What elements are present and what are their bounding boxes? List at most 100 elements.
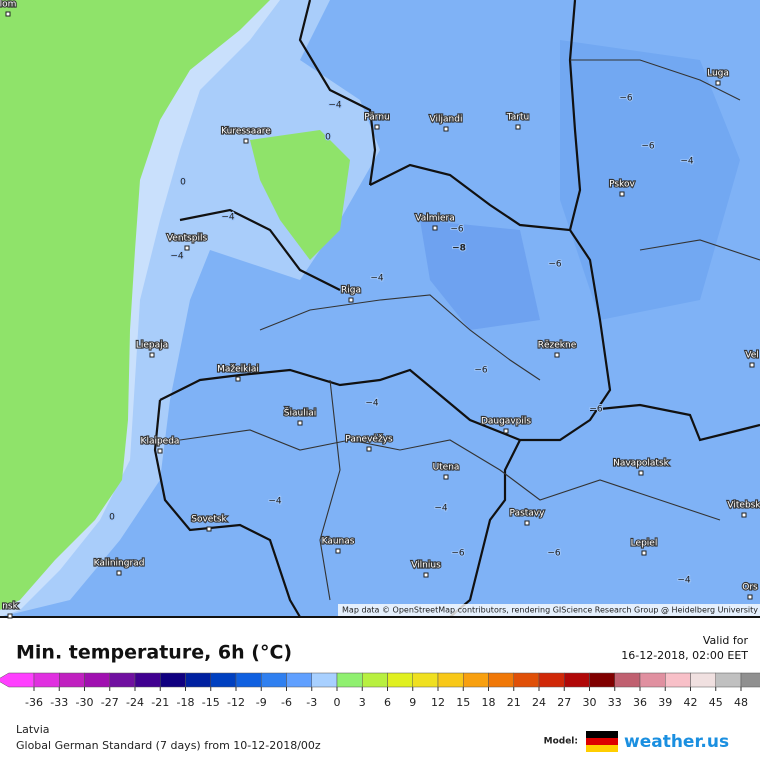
legend-title: Min. temperature, 6h (°C) bbox=[16, 642, 292, 664]
contour-label: −6 bbox=[450, 225, 464, 235]
contour-label: −6 bbox=[547, 549, 561, 559]
city-label: Pskov bbox=[609, 180, 635, 190]
flag bbox=[586, 731, 618, 738]
tick-label: 39 bbox=[658, 696, 672, 709]
city-label: lom bbox=[0, 0, 16, 10]
city-label: Sovetsk bbox=[191, 515, 227, 525]
model-label: Model: bbox=[544, 737, 578, 747]
tick-label: -12 bbox=[227, 696, 245, 709]
city-marker bbox=[443, 474, 449, 480]
color-box bbox=[665, 672, 691, 688]
tick-label: -24 bbox=[126, 696, 144, 709]
color-box bbox=[336, 672, 363, 688]
contour-label: −4 bbox=[370, 274, 384, 284]
color-box bbox=[690, 672, 716, 688]
color-box bbox=[286, 672, 312, 688]
tick-label: 36 bbox=[633, 696, 647, 709]
tick-label: 12 bbox=[431, 696, 445, 709]
color-box bbox=[0, 672, 35, 688]
city-label: Mažeikiai bbox=[217, 365, 259, 375]
border bbox=[568, 0, 582, 231]
city-marker bbox=[5, 11, 11, 17]
city-label: Liepaja bbox=[136, 341, 168, 351]
city-marker bbox=[184, 245, 190, 251]
city-marker bbox=[515, 124, 521, 130]
city-marker bbox=[297, 420, 303, 426]
city-marker bbox=[7, 613, 13, 619]
admin-line bbox=[259, 294, 541, 381]
color-bar: -36 -33 -30 -27 -24 -21 -18 -15 -12 -9 -6 -3 0 3 6 9 12 1… bbox=[0, 672, 760, 709]
tick-label: -6 bbox=[281, 696, 292, 709]
city-marker bbox=[715, 80, 721, 86]
city-label: Valmiera bbox=[415, 214, 455, 224]
tick-label: -33 bbox=[50, 696, 68, 709]
contour-label: −4 bbox=[221, 213, 235, 223]
city-label: Šiauliai bbox=[284, 407, 316, 419]
tick-label: 48 bbox=[734, 696, 748, 709]
city-label: Viljandi bbox=[430, 115, 463, 125]
city-label: Pärnu bbox=[364, 113, 390, 123]
city-marker bbox=[503, 428, 509, 434]
attribution-box bbox=[338, 604, 760, 616]
color-box bbox=[488, 672, 514, 688]
contour-label: −6 bbox=[589, 405, 603, 415]
city-label: Rēzekne bbox=[538, 341, 577, 351]
tick-label: 24 bbox=[532, 696, 546, 709]
attribution: Map data © OpenStreetMap contributors, r… bbox=[342, 606, 758, 615]
color-box bbox=[589, 672, 615, 688]
tick-label: -3 bbox=[306, 696, 317, 709]
coast bbox=[179, 208, 341, 291]
tick-label: 18 bbox=[482, 696, 496, 709]
city-marker bbox=[443, 126, 449, 132]
tick-label: -15 bbox=[202, 696, 220, 709]
city-label: Pastavy bbox=[510, 509, 546, 519]
city-label: Utena bbox=[433, 463, 460, 473]
color-box bbox=[437, 672, 464, 688]
city-label: Klaipeda bbox=[141, 437, 180, 447]
city-marker bbox=[749, 362, 755, 368]
cold-area bbox=[420, 220, 540, 330]
city-marker bbox=[235, 376, 241, 382]
city-marker bbox=[619, 191, 625, 197]
tick-label: -30 bbox=[76, 696, 94, 709]
contour-label: 0 bbox=[109, 513, 115, 523]
city-label: Kaunas bbox=[322, 537, 355, 547]
contour-label: −4 bbox=[434, 504, 448, 514]
city-marker bbox=[374, 124, 380, 130]
contour-label: 0 bbox=[180, 178, 186, 188]
color-box bbox=[564, 672, 590, 688]
color-box bbox=[639, 672, 666, 688]
color-box bbox=[109, 672, 136, 688]
city-marker bbox=[243, 138, 249, 144]
tick-label: 15 bbox=[456, 696, 470, 709]
border bbox=[159, 163, 612, 442]
color-box bbox=[33, 672, 60, 688]
city-label: Panevėžys bbox=[345, 435, 393, 445]
model-run: Global German Standard (7 days) from 10-… bbox=[16, 739, 321, 752]
color-box bbox=[538, 672, 565, 688]
flag bbox=[586, 745, 618, 752]
city-label: Daugavpils bbox=[481, 417, 531, 427]
city-marker bbox=[116, 570, 122, 576]
color-box bbox=[160, 672, 186, 688]
border bbox=[589, 403, 760, 442]
tick-label: -9 bbox=[256, 696, 267, 709]
tick-label: 0 bbox=[334, 696, 341, 709]
contour-label: −4 bbox=[365, 399, 379, 409]
coast bbox=[298, 0, 377, 186]
tick-label: -21 bbox=[151, 696, 169, 709]
valid-label: Valid for bbox=[703, 634, 749, 647]
city-marker bbox=[149, 352, 155, 358]
tick-label: 33 bbox=[608, 696, 622, 709]
tick-label: -27 bbox=[101, 696, 119, 709]
contour-label: −4 bbox=[170, 252, 184, 262]
city-marker bbox=[432, 225, 438, 231]
brand[interactable]: weather.us bbox=[624, 732, 729, 752]
color-box bbox=[261, 672, 287, 688]
color-box bbox=[59, 672, 85, 688]
tick-label: 42 bbox=[684, 696, 698, 709]
flag bbox=[586, 738, 618, 745]
city-marker bbox=[641, 550, 647, 556]
